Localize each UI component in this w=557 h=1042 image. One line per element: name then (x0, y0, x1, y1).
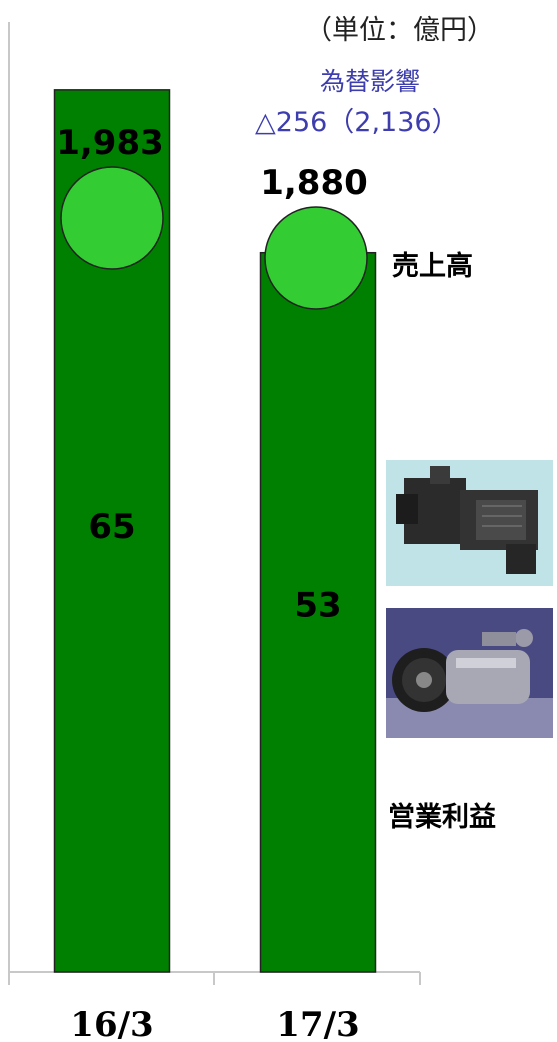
x-tick-label: 16/3 (70, 1005, 153, 1042)
operating-profit-bar-17-3 (259, 251, 377, 973)
operating-profit-value-label: 65 (88, 507, 135, 547)
x-tick-label: 17/3 (276, 1005, 359, 1042)
fx-impact-title: 為替影響 (319, 67, 420, 96)
operating-profit-value-label: 53 (294, 586, 341, 626)
sales-circle-17-3 (264, 206, 368, 310)
sales-circle-16-3 (60, 166, 164, 270)
sales-value-label: 1,983 (56, 123, 164, 163)
ac-compressor-photo (386, 608, 553, 738)
sales-series-label: 売上高 (392, 251, 473, 282)
hvac-module-photo (386, 460, 553, 586)
fx-impact-value: △256（2,136） (255, 107, 459, 138)
sales-value-label: 1,880 (260, 163, 368, 203)
unit-label: （単位：億円） (305, 15, 494, 46)
operating-profit-series-label: 営業利益 (388, 802, 496, 833)
